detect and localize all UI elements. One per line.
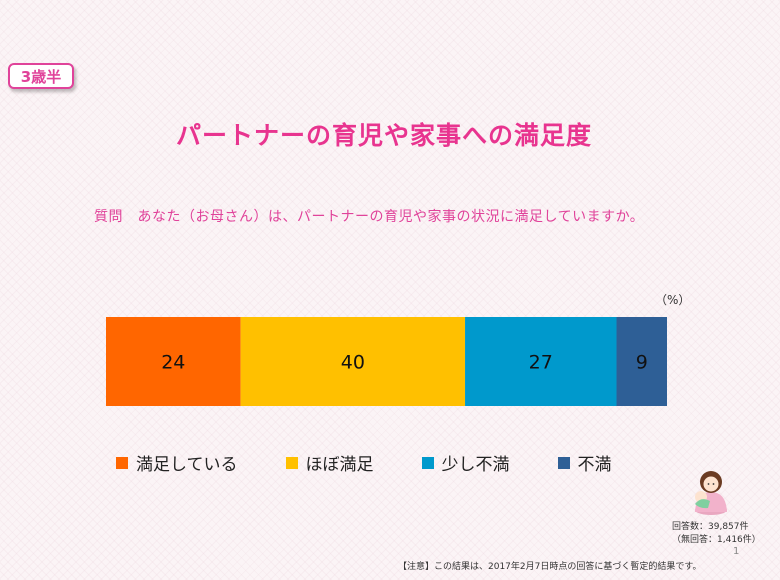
chart-legend: 満足している ほぼ満足 少し不満 不満 [116, 450, 660, 475]
data-label-2: 27 [529, 352, 553, 374]
legend-swatch-3 [557, 456, 570, 469]
page-title: パートナーの育児や家事への満足度 [175, 121, 592, 150]
legend-item-1: ほぼ満足 [285, 450, 374, 475]
bar-segment-0 [106, 317, 241, 406]
data-label-1: 40 [341, 352, 365, 374]
no-response-count: （無回答：1,416件） [672, 535, 761, 545]
page-number: 1 [733, 546, 740, 557]
legend-label-2: 少し不満 [441, 455, 510, 475]
bar-segment-3 [616, 317, 667, 406]
response-counts: 回答数：39,857件 （無回答：1,416件） [672, 521, 761, 547]
legend-swatch-0 [116, 456, 128, 469]
legend-swatch-2 [421, 456, 434, 469]
bar-segment-1 [240, 317, 466, 406]
legend-label-0: 満足している [136, 455, 238, 475]
data-label-0: 24 [161, 352, 185, 374]
data-label-3: 9 [636, 352, 648, 374]
age-badge: 3歳半 [8, 63, 74, 89]
footnote: 【注意】この結果は、2017年2月7日時点の回答に基づく暫定的結果です。 [398, 562, 702, 572]
responses-count: 回答数：39,857件 [672, 522, 749, 532]
legend-item-2: 少し不満 [421, 450, 510, 475]
bar-segment-2 [465, 317, 617, 406]
legend-label-3: 不満 [577, 455, 612, 475]
mother-and-baby-illustration [695, 471, 727, 515]
unit-label: （%） [655, 293, 691, 307]
question-text: 質問 あなた（お母さん）は、パートナーの育児や家事の状況に満足していますか。 [94, 209, 645, 225]
legend-item-0: 満足している [116, 450, 238, 475]
legend-swatch-1 [285, 456, 298, 469]
legend-label-1: ほぼ満足 [305, 455, 374, 475]
legend-item-3: 不満 [557, 450, 612, 475]
